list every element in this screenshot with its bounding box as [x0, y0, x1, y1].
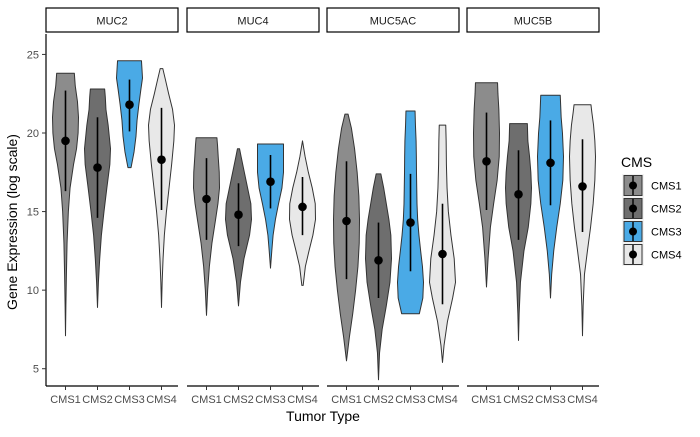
x-tick-label: CMS1	[471, 394, 502, 406]
median-point	[374, 255, 383, 265]
x-tick-label: CMS3	[395, 394, 426, 406]
violin-group	[429, 124, 456, 363]
legend-item-cms4: CMS4	[622, 243, 682, 266]
median-point	[93, 163, 102, 172]
legend-key-point	[629, 204, 637, 213]
violin-group	[148, 68, 175, 308]
median-point	[578, 182, 587, 191]
legend-item-cms3: CMS3	[622, 220, 682, 243]
legend-items: CMS1 CMS2 CMS3 CMS4	[622, 174, 682, 266]
facet-strip	[186, 7, 320, 33]
median-point	[266, 177, 275, 187]
x-tick-label: CMS4	[427, 394, 458, 406]
median-point	[438, 249, 447, 259]
legend-key-point	[629, 227, 637, 236]
x-tick-label: CMS3	[114, 394, 145, 406]
facet-panel-muc2: MUC2 CMS1 CMS2 CMS3 CMS4	[45, 7, 179, 406]
x-tick-label: CMS2	[223, 394, 254, 406]
x-tick-label: CMS1	[191, 394, 222, 406]
facet-strip	[326, 7, 460, 33]
violin-group	[193, 137, 220, 316]
y-tick-label: 10	[27, 285, 39, 297]
facet-panel-muc5ac: MUC5AC CMS1 CMS2 CMS3 CMS4	[326, 7, 460, 406]
x-tick-label: CMS2	[503, 394, 534, 406]
legend-label: CMS3	[651, 227, 682, 239]
y-tick-label: 5	[33, 364, 39, 376]
median-point	[202, 194, 211, 204]
facet-strip-label: MUC5AC	[370, 16, 417, 28]
median-point	[342, 216, 351, 226]
legend: CMS CMS1 CMS2 CMS3 CMS4	[621, 154, 682, 266]
x-tick-label: CMS3	[255, 394, 286, 406]
x-tick-label: CMS3	[535, 394, 566, 406]
median-point	[125, 100, 134, 110]
x-tick-label: CMS2	[82, 394, 113, 406]
violin-group	[289, 140, 316, 286]
x-tick-label: CMS4	[146, 394, 177, 406]
median-point	[61, 136, 70, 146]
violin-group	[84, 88, 111, 308]
facet-strip-label: MUC2	[96, 16, 127, 28]
violin-group	[473, 82, 500, 288]
facet-strip-label: MUC5B	[514, 16, 553, 28]
x-tick-label: CMS1	[331, 394, 362, 406]
y-axis-title: Gene Expression (log scale)	[4, 134, 20, 310]
y-tick-label: 20	[27, 128, 39, 140]
y-axis: 5 10 15 20 25	[27, 34, 47, 386]
violin-group	[505, 123, 532, 341]
legend-label: CMS1	[651, 181, 682, 193]
facet-panel-muc5b: MUC5B CMS1 CMS2 CMS3 CMS4	[466, 7, 600, 406]
y-tick-label: 15	[27, 207, 39, 219]
violin-group	[52, 72, 79, 337]
violin-group	[225, 148, 252, 307]
violin-group	[397, 110, 424, 315]
facet-strip	[45, 7, 179, 33]
median-point	[546, 158, 555, 168]
legend-label: CMS2	[651, 204, 682, 216]
violin-group	[333, 113, 360, 362]
median-point	[482, 156, 491, 166]
median-point	[157, 155, 166, 165]
violin-group	[116, 60, 143, 169]
violin-cms1	[52, 72, 79, 337]
median-point	[234, 210, 243, 220]
legend-key-point	[629, 181, 637, 190]
legend-title: CMS	[621, 154, 652, 170]
x-tick-label: CMS4	[287, 394, 318, 406]
median-point	[406, 218, 415, 227]
legend-item-cms2: CMS2	[622, 197, 682, 220]
violin-group	[257, 143, 284, 269]
facet-panel-muc4: MUC4 CMS1 CMS2 CMS3 CMS4	[186, 7, 320, 406]
x-tick-label: CMS1	[50, 394, 81, 406]
median-point	[298, 202, 307, 212]
violin-group	[365, 173, 392, 381]
legend-key-point	[629, 250, 637, 259]
x-tick-label: CMS4	[567, 394, 598, 406]
legend-label: CMS4	[651, 250, 682, 262]
violin-group	[537, 94, 564, 299]
facet-strip	[466, 7, 600, 33]
facet-strip-label: MUC4	[237, 16, 268, 28]
median-point	[514, 189, 523, 199]
x-axis-title: Tumor Type	[286, 408, 360, 424]
legend-item-cms1: CMS1	[622, 174, 682, 197]
violin-group	[569, 104, 596, 337]
y-tick-label: 25	[27, 49, 39, 61]
x-tick-label: CMS2	[363, 394, 394, 406]
